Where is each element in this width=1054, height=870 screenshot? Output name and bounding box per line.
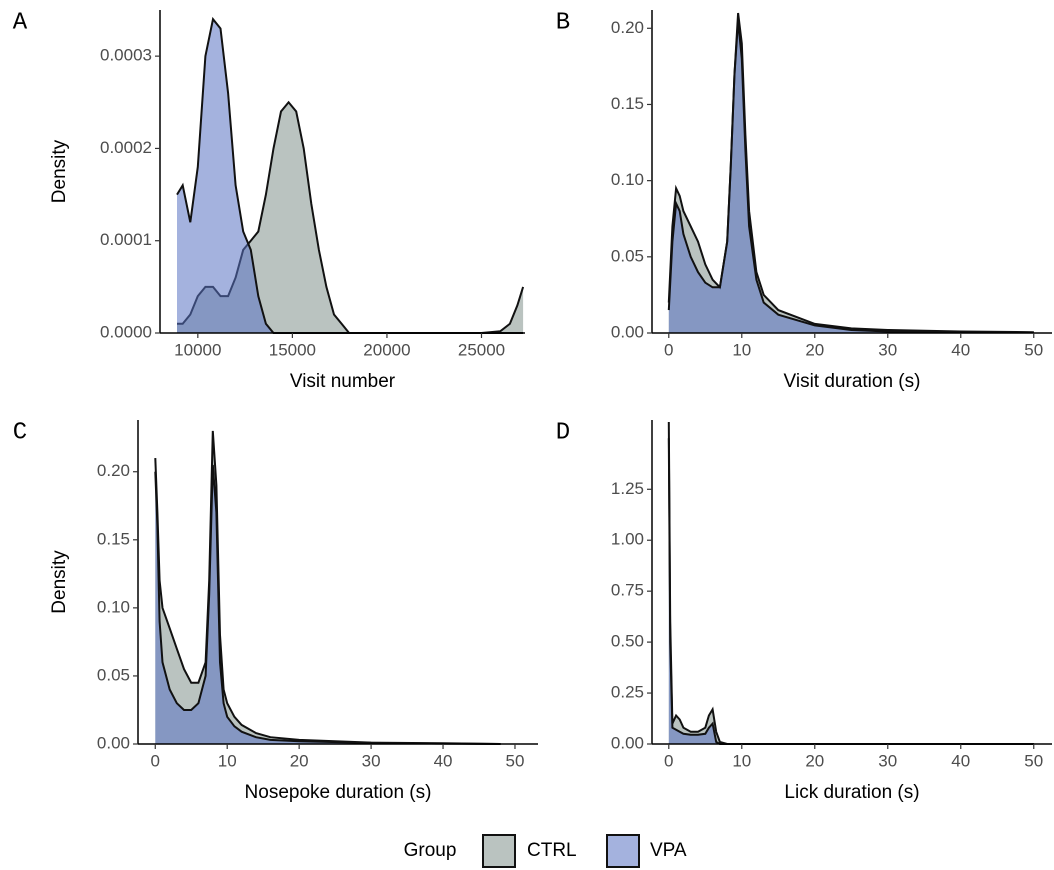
y-tick-label: 0.10 (611, 170, 644, 189)
x-tick-label: 20000 (363, 340, 410, 359)
y-tick-label: 0.50 (611, 632, 644, 651)
legend-title: Group (404, 840, 457, 861)
x-tick-label: 10 (732, 751, 751, 770)
y-axis-title: Density (49, 139, 70, 203)
density-line (154, 464, 501, 745)
density-area (668, 438, 1034, 744)
x-tick-label: 30 (878, 751, 897, 770)
x-tick-label: 20 (805, 340, 824, 359)
x-axis-title: Lick duration (s) (784, 782, 919, 803)
y-tick-label: 0.00 (97, 733, 130, 752)
panel-label: A (13, 9, 28, 36)
x-tick-label: 30 (878, 340, 897, 359)
legend-label: CTRL (527, 840, 577, 861)
x-axis-title: Visit number (290, 371, 396, 392)
density-line (154, 430, 501, 745)
x-tick-label: 50 (1024, 751, 1043, 770)
panel-label: C (13, 419, 27, 446)
x-tick-label: 20 (805, 751, 824, 770)
density-area (668, 422, 1034, 744)
density-area (177, 102, 524, 333)
y-tick-label: 0.15 (97, 529, 130, 548)
panel-label: D (556, 419, 570, 446)
density-line (667, 421, 1034, 745)
y-tick-label: 0.25 (611, 683, 644, 702)
density-line (667, 438, 1034, 745)
y-tick-label: 0.05 (97, 665, 130, 684)
x-axis-title: Visit duration (s) (784, 371, 921, 392)
panel-label: B (556, 9, 570, 36)
density-area (177, 19, 524, 333)
x-tick-label: 0 (151, 751, 160, 770)
x-tick-label: 25000 (458, 340, 505, 359)
x-tick-label: 10 (732, 340, 751, 359)
x-axis-title: Nosepoke duration (s) (245, 782, 432, 803)
y-tick-label: 0.0000 (100, 322, 152, 341)
y-tick-label: 0.75 (611, 581, 644, 600)
y-tick-label: 0.10 (97, 597, 130, 616)
y-tick-label: 0.15 (611, 94, 644, 113)
density-area (668, 20, 1034, 333)
legend-label: VPA (650, 840, 687, 861)
y-tick-label: 1.00 (611, 530, 644, 549)
x-tick-label: 0 (664, 751, 673, 770)
x-tick-label: 40 (951, 340, 970, 359)
y-tick-label: 0.00 (611, 733, 644, 752)
x-tick-label: 30 (362, 751, 381, 770)
density-line (667, 20, 1034, 334)
y-tick-label: 0.00 (611, 322, 644, 341)
x-tick-label: 40 (434, 751, 453, 770)
x-tick-label: 15000 (269, 340, 316, 359)
x-tick-label: 10 (218, 751, 237, 770)
y-tick-label: 1.25 (611, 479, 644, 498)
y-axis-title: Density (49, 550, 70, 614)
y-tick-label: 0.05 (611, 246, 644, 265)
density-area (155, 464, 501, 744)
x-tick-label: 20 (290, 751, 309, 770)
y-tick-label: 0.0003 (100, 46, 152, 65)
y-tick-label: 0.0002 (100, 138, 152, 157)
y-tick-label: 0.20 (97, 461, 130, 480)
x-tick-label: 50 (506, 751, 525, 770)
x-tick-label: 50 (1024, 340, 1043, 359)
y-tick-label: 0.0001 (100, 230, 152, 249)
legend-swatch (606, 834, 640, 868)
x-tick-label: 40 (951, 751, 970, 770)
legend-swatch (482, 834, 516, 868)
x-tick-label: 10000 (174, 340, 221, 359)
x-tick-label: 0 (664, 340, 673, 359)
y-tick-label: 0.20 (611, 18, 644, 37)
